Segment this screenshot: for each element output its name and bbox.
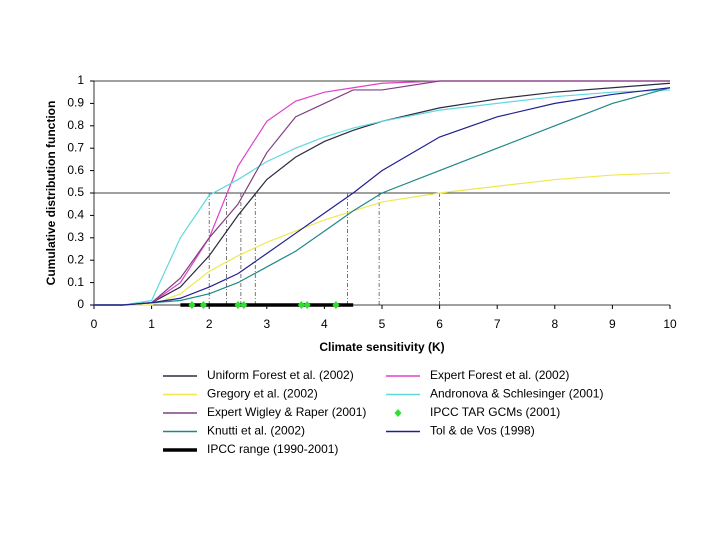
y-tick-label: 0.4 [67,208,84,222]
y-axis-label: Cumulative distribution function [44,101,58,286]
x-tick-label: 4 [321,317,328,331]
legend-label: Uniform Forest et al. (2002) [207,368,354,382]
gcm-marker [303,301,311,309]
legend-label: Expert Forest et al. (2002) [430,368,569,382]
x-tick-label: 5 [379,317,386,331]
gcm-marker [332,301,340,309]
legend-label: IPCC TAR GCMs (2001) [430,405,560,419]
series-line [94,80,670,306]
y-tick-label: 0.9 [67,96,84,110]
x-tick-label: 6 [436,317,443,331]
y-tick-label: 0.6 [67,163,84,177]
y-tick-label: 0.5 [67,185,84,199]
y-tick-label: 0 [77,297,84,311]
x-tick-label: 1 [148,317,155,331]
x-tick-label: 7 [494,317,501,331]
y-tick-label: 0.7 [67,140,84,154]
series-line [94,87,671,306]
series-line [94,87,671,306]
y-tick-label: 0.2 [67,252,84,266]
x-tick-label: 9 [609,317,616,331]
gcm-marker [199,301,207,309]
y-tick-label: 1 [77,73,84,87]
y-tick-label: 0.3 [67,230,84,244]
series-line [94,172,671,306]
series-line [94,89,671,306]
gcm-marker [188,301,196,309]
gcm-marker [234,301,242,309]
legend-label: IPCC range (1990-2001) [207,442,338,456]
x-tick-label: 3 [263,317,270,331]
series-line [94,82,671,306]
legend-label: Expert Wigley & Raper (2001) [207,405,366,419]
legend-label: Tol & de Vos (1998) [430,424,535,438]
legend-label: Knutti et al. (2002) [207,424,305,438]
x-axis-label: Climate sensitivity (K) [319,340,444,354]
x-tick-label: 8 [551,317,558,331]
x-tick-label: 2 [206,317,213,331]
y-tick-label: 0.1 [67,275,84,289]
gcm-marker [297,301,305,309]
legend-label: Gregory et al. (2002) [207,387,318,401]
legend-label: Andronova & Schlesinger (2001) [430,387,603,401]
gcm-marker [240,301,248,309]
legend-swatch [394,409,402,417]
y-tick-label: 0.8 [67,118,84,132]
x-tick-label: 0 [91,317,98,331]
x-tick-label: 10 [663,317,677,331]
